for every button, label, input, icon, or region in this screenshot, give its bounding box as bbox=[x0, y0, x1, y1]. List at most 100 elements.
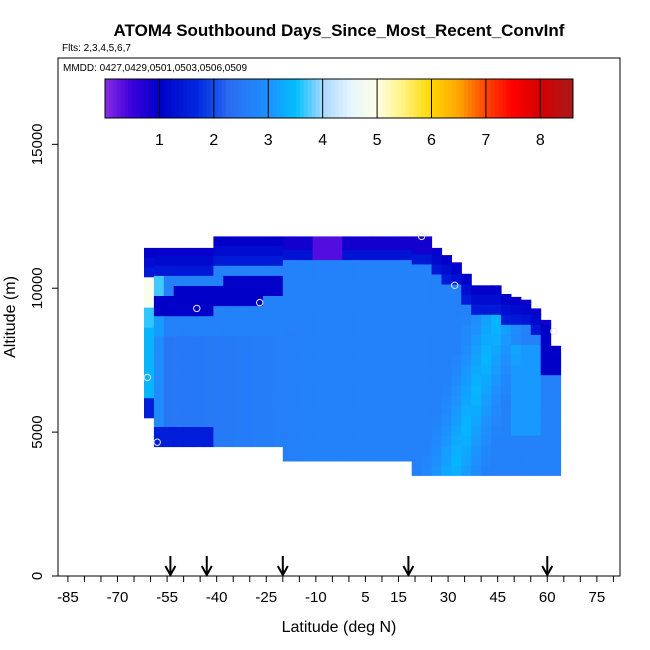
heatmap-cell bbox=[441, 404, 452, 416]
heatmap-cell bbox=[213, 436, 224, 448]
flight-arrow bbox=[541, 556, 554, 578]
heatmap-cell bbox=[510, 324, 522, 335]
heatmap-cell bbox=[510, 404, 522, 416]
heatmap-cell bbox=[520, 435, 532, 446]
heatmap-cell bbox=[550, 455, 562, 466]
colorbar-segment bbox=[417, 79, 422, 118]
colorbar-segment bbox=[495, 79, 500, 118]
heatmap-cell bbox=[431, 354, 443, 366]
heatmap-cell bbox=[173, 255, 185, 266]
heatmap-cell bbox=[372, 430, 383, 442]
heatmap-cell bbox=[153, 416, 165, 427]
heatmap-cell bbox=[272, 265, 284, 276]
heatmap-cell bbox=[243, 295, 254, 307]
heatmap-cell bbox=[471, 344, 482, 355]
heatmap-cell bbox=[362, 370, 373, 381]
heatmap-cell bbox=[292, 410, 304, 422]
heatmap-cell bbox=[431, 414, 443, 426]
heatmap-cell bbox=[501, 294, 512, 305]
heatmap-cell bbox=[203, 275, 214, 286]
colorbar-segment bbox=[530, 79, 535, 118]
heatmap-cell bbox=[382, 279, 393, 291]
y-axis-label: Altitude (m) bbox=[2, 276, 19, 358]
colorbar-segment bbox=[456, 79, 461, 118]
heatmap-cell bbox=[431, 304, 443, 315]
heatmap-cell bbox=[501, 414, 512, 426]
heatmap-cell bbox=[401, 360, 413, 371]
x-tick-label: -25 bbox=[255, 589, 277, 606]
heatmap-cell bbox=[153, 436, 165, 448]
heatmap-cell bbox=[253, 305, 264, 317]
heatmap-cell bbox=[223, 365, 234, 377]
flight-arrow bbox=[164, 556, 177, 578]
heatmap-cell bbox=[411, 455, 423, 466]
colorbar-tick-label: 2 bbox=[209, 132, 218, 149]
heatmap-cell bbox=[322, 289, 333, 301]
heatmap-cell bbox=[243, 335, 254, 347]
heatmap-cell bbox=[183, 426, 195, 438]
heatmap-cell bbox=[441, 364, 452, 376]
heatmap-cell bbox=[223, 416, 234, 427]
heatmap-cell bbox=[362, 400, 373, 412]
heatmap-cell bbox=[243, 325, 254, 337]
heatmap-cell bbox=[510, 424, 522, 436]
heatmap-cell bbox=[550, 345, 562, 355]
heatmap-cell bbox=[292, 330, 304, 341]
heatmap-cell bbox=[481, 394, 492, 406]
heatmap-cell bbox=[312, 279, 324, 291]
heatmap-cell bbox=[282, 309, 294, 321]
heatmap-cell bbox=[471, 445, 482, 456]
heatmap-cell bbox=[243, 345, 254, 357]
heatmap-cell bbox=[153, 345, 165, 357]
heatmap-cell bbox=[352, 309, 363, 321]
heatmap-cell bbox=[352, 350, 363, 361]
heatmap-cell bbox=[461, 455, 472, 466]
heatmap-cell bbox=[471, 304, 482, 315]
heatmap-cell bbox=[491, 304, 502, 315]
heatmap-cell bbox=[223, 436, 234, 448]
heatmap-cell bbox=[441, 344, 452, 355]
heatmap-cell bbox=[481, 414, 492, 426]
heatmap-cell bbox=[421, 414, 433, 426]
heatmap-cell bbox=[193, 285, 204, 296]
heatmap-cell bbox=[193, 355, 204, 367]
heatmap-cell bbox=[302, 380, 314, 391]
heatmap-cell bbox=[183, 345, 195, 357]
heatmap-cell bbox=[401, 309, 413, 321]
heatmap-cell bbox=[362, 390, 373, 402]
heatmap-cell bbox=[372, 450, 383, 462]
heatmap-cell bbox=[282, 420, 294, 432]
heatmap-cell bbox=[193, 426, 204, 438]
heatmap-cell bbox=[431, 314, 443, 325]
heatmap-cell bbox=[352, 289, 363, 301]
heatmap-cell bbox=[540, 465, 552, 476]
heatmap-cell bbox=[372, 279, 383, 291]
heatmap-cell bbox=[302, 309, 314, 321]
heatmap-cell bbox=[530, 354, 542, 366]
heatmap-cell bbox=[312, 420, 324, 432]
colorbar-segment bbox=[374, 79, 379, 118]
heatmap-cell bbox=[471, 285, 482, 295]
heatmap-cell bbox=[441, 304, 452, 315]
heatmap-cell bbox=[173, 305, 185, 317]
heatmap-cell bbox=[421, 304, 433, 315]
heatmap-cell bbox=[203, 416, 214, 427]
heatmap-cell bbox=[352, 440, 363, 452]
colorbar-segment bbox=[502, 79, 508, 118]
heatmap-cell bbox=[144, 367, 155, 379]
heatmap-cell bbox=[203, 285, 214, 296]
heatmap-cell bbox=[451, 374, 462, 386]
heatmap-cell bbox=[263, 325, 274, 337]
heatmap-cell bbox=[213, 355, 224, 367]
heatmap-cell bbox=[550, 354, 562, 366]
heatmap-cell bbox=[263, 335, 274, 347]
heatmap-cell bbox=[441, 435, 452, 446]
heatmap-cell bbox=[501, 435, 512, 446]
heatmap-cell bbox=[203, 345, 214, 357]
heatmap-cell bbox=[520, 344, 532, 355]
heatmap-cell bbox=[243, 265, 254, 276]
heatmap-cell bbox=[322, 236, 333, 240]
heatmap-cell bbox=[441, 324, 452, 335]
heatmap-cell bbox=[391, 350, 403, 361]
heatmap-cell bbox=[312, 289, 324, 301]
